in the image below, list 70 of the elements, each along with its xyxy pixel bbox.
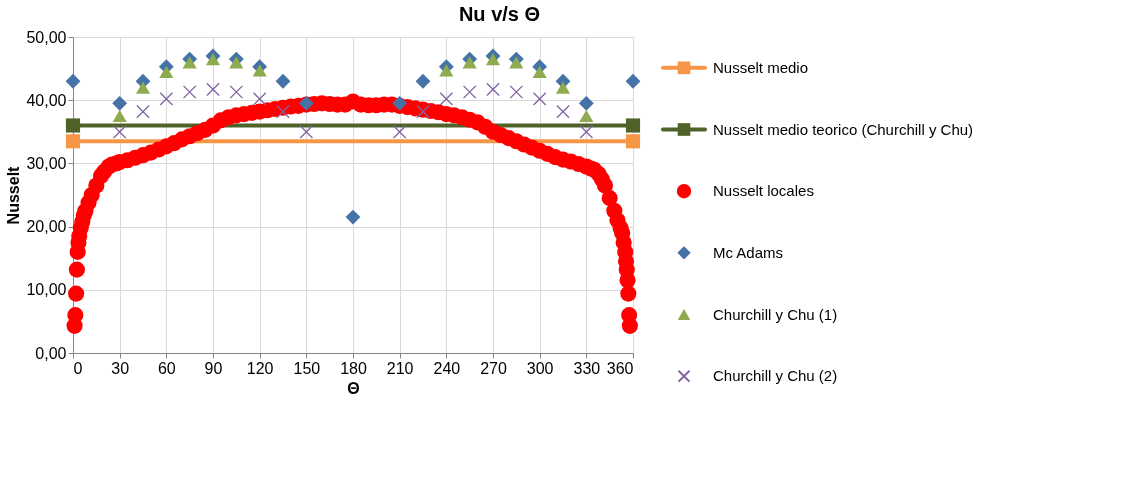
x-tick-label: 120	[246, 359, 274, 377]
point	[579, 125, 594, 139]
point	[462, 85, 477, 99]
point	[112, 95, 128, 111]
point	[485, 53, 501, 66]
point	[486, 82, 500, 97]
point	[159, 65, 174, 78]
point	[345, 209, 361, 225]
legend-label: Nusselt medio	[713, 58, 809, 76]
point	[182, 85, 197, 99]
point	[556, 104, 570, 119]
legend-label: Mc Adams	[713, 243, 784, 261]
x-tick-label: 330	[573, 359, 601, 377]
point	[509, 85, 524, 99]
x-tick-label: 60	[157, 359, 176, 377]
x-tick-label: 180	[340, 359, 367, 377]
point	[182, 56, 197, 69]
point	[229, 85, 244, 99]
point	[229, 56, 244, 69]
x-tick-label: 0	[73, 359, 83, 377]
point	[276, 104, 290, 119]
y-tick-label: 30,00	[26, 154, 67, 172]
point	[112, 109, 127, 123]
point	[112, 125, 127, 139]
point	[579, 109, 594, 123]
point	[299, 125, 314, 139]
x-tick-label: 30	[111, 359, 130, 377]
chart-title: Nu v/s Θ	[458, 3, 541, 25]
y-axis-title: Nusselt	[5, 165, 23, 225]
legend-label: Nusselt medio teorico (Churchill y Chu)	[713, 120, 974, 138]
x-tick-label: 360	[606, 359, 634, 377]
point	[136, 104, 150, 119]
x-tick-label: 210	[386, 359, 414, 377]
point	[532, 92, 547, 106]
point	[392, 125, 407, 139]
point	[532, 65, 547, 78]
x-tick-label: 270	[480, 359, 507, 377]
point	[252, 92, 267, 106]
point	[205, 53, 221, 66]
point	[252, 64, 267, 77]
legend-label: Churchill y Chu (1)	[713, 305, 838, 323]
point	[439, 64, 454, 77]
y-tick-label: 40,00	[26, 91, 67, 109]
point	[65, 134, 81, 149]
point	[206, 82, 220, 97]
point	[625, 134, 641, 149]
point	[625, 73, 641, 89]
point	[625, 118, 641, 133]
point	[415, 73, 431, 89]
point	[462, 56, 477, 69]
point	[555, 81, 571, 94]
y-tick-label: 50,00	[26, 28, 67, 46]
legend-label: Nusselt locales	[713, 182, 814, 200]
legend-label: Churchill y Chu (2)	[713, 367, 838, 385]
x-tick-label: 90	[204, 359, 223, 377]
x-tick-label: 150	[293, 359, 321, 377]
x-tick-label: 300	[526, 359, 554, 377]
x-axis-title: Θ	[347, 379, 360, 397]
y-tick-label: 10,00	[26, 281, 67, 299]
point	[65, 118, 81, 133]
point	[159, 92, 174, 106]
point	[135, 81, 151, 94]
y-tick-label: 20,00	[26, 218, 67, 236]
point	[275, 73, 291, 89]
point	[65, 73, 81, 89]
point	[578, 95, 594, 111]
y-tick-label: 0,00	[35, 344, 67, 362]
x-tick-label: 240	[433, 359, 461, 377]
point	[439, 92, 454, 106]
point	[509, 56, 524, 69]
